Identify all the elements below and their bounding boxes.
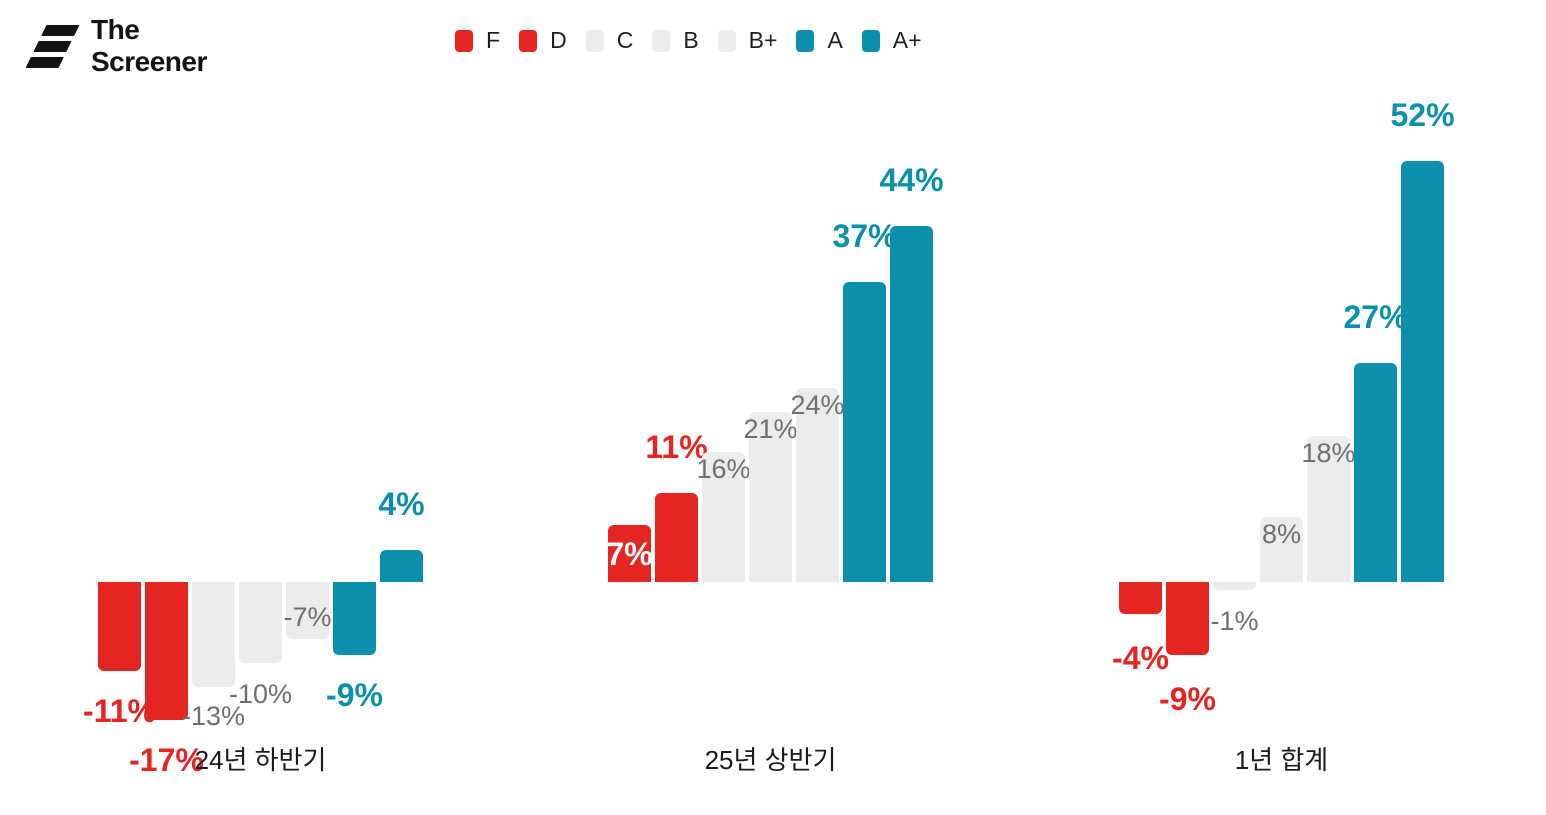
bar-value-label-group2-a-plus: 44%	[879, 161, 944, 198]
legend-item-d[interactable]: D	[519, 29, 567, 52]
bar-value-label-group3-b: 8%	[1261, 519, 1302, 550]
legend-item-c[interactable]: C	[585, 27, 634, 53]
bar-group1-d	[145, 582, 188, 720]
legend-item-label: C	[616, 27, 634, 53]
bar-group3-d	[1166, 582, 1209, 655]
bar-value-label-group3-f: -4%	[1112, 640, 1169, 677]
bar-value-label-group2-f: 7%	[606, 535, 653, 572]
legend-item-b[interactable]: B	[652, 27, 699, 53]
brand-logo: The Screener	[25, 14, 207, 78]
bar-group3-c	[1213, 582, 1256, 591]
bar-group2-f	[608, 525, 651, 582]
bar-value-label-group1-a-plus: 4%	[378, 485, 425, 522]
legend-swatch-icon	[455, 29, 473, 52]
bar-group2-c	[702, 452, 745, 582]
bar-group2-a	[843, 282, 886, 582]
bar-group3-b-plus	[1307, 436, 1350, 582]
bar-group3-b	[1260, 517, 1303, 582]
bar-value-label-group1-f: -11%	[83, 693, 156, 730]
axis-label-group3: 1년 합계	[1234, 745, 1329, 775]
bar-group2-d	[655, 492, 698, 582]
brand-name-line2: Screener	[91, 46, 207, 77]
bar-value-label-group2-b: 21%	[743, 413, 798, 444]
legend-item-a[interactable]: A	[796, 27, 843, 53]
bar-group3-f	[1119, 582, 1162, 615]
bar-group1-f	[98, 582, 141, 672]
chart-legend: F D C B B+ A A+	[455, 29, 922, 52]
legend-item-label: F	[486, 27, 501, 53]
bar-group2-b	[749, 411, 792, 582]
bar-value-label-group1-d: -17%	[129, 741, 204, 778]
bar-value-label-group3-d: -9%	[1159, 680, 1216, 717]
bar-value-label-group1-c: -13%	[181, 701, 246, 732]
bar-value-label-group1-b: -10%	[228, 679, 293, 709]
legend-swatch-icon	[717, 29, 736, 52]
legend-item-f[interactable]: F	[455, 29, 500, 52]
bar-group3-a-plus	[1401, 160, 1444, 582]
bar-value-label-group3-b-plus: 18%	[1301, 438, 1356, 469]
legend-item-label: B+	[748, 27, 778, 53]
bar-value-label-group2-b-plus: 24%	[790, 389, 845, 420]
bar-group2-b-plus	[796, 387, 839, 582]
axis-label-group2: 25년 상반기	[704, 745, 837, 775]
brand-name-line1: The	[91, 14, 140, 45]
legend-item-label: B	[683, 27, 699, 53]
legend-item-label: A+	[892, 27, 922, 53]
legend-item-label: A	[827, 27, 843, 53]
bar-group3-a	[1354, 363, 1397, 582]
bar-value-label-group3-a-plus: 52%	[1390, 96, 1455, 133]
axis-label-group1: 24년 하반기	[194, 745, 327, 775]
legend-swatch-icon	[585, 29, 604, 52]
bar-value-label-group3-a: 27%	[1343, 299, 1408, 336]
bar-value-label-group3-c: -1%	[1210, 606, 1259, 637]
bar-group1-c	[192, 582, 235, 688]
legend-swatch-icon	[796, 29, 815, 52]
legend-swatch-icon	[519, 29, 538, 52]
legend-swatch-icon	[652, 29, 671, 52]
bar-value-label-group1-b-plus: -7%	[283, 601, 332, 632]
bar-group1-a	[333, 582, 376, 655]
bar-group2-a-plus	[890, 225, 933, 582]
bar-group1-b	[239, 582, 282, 663]
brand-name: The Screener	[91, 14, 207, 78]
bar-value-label-group1-a: -9%	[326, 676, 383, 713]
bar-group1-a-plus	[380, 549, 423, 582]
bar-value-label-group2-c: 16%	[696, 454, 751, 485]
legend-swatch-icon	[861, 29, 880, 52]
bar-value-label-group2-d: 11%	[645, 428, 708, 465]
bar-group1-b-plus	[286, 582, 329, 639]
legend-item-label: D	[550, 27, 567, 53]
legend-item-a-plus[interactable]: A+	[861, 27, 922, 53]
legend-item-b-plus[interactable]: B+	[717, 27, 778, 53]
bar-value-label-group2-a: 37%	[832, 218, 897, 255]
